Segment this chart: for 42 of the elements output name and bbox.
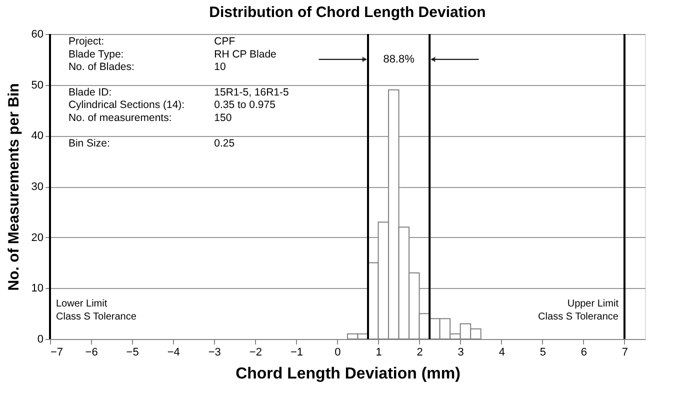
x-axis-title: Chord Length Deviation (mm) <box>236 366 460 382</box>
x-tick-label: 7 <box>622 346 628 358</box>
annotation: 88.8% <box>383 53 415 66</box>
annotation: 150 <box>214 112 232 124</box>
annotation: 10 <box>214 61 226 74</box>
annotation: Blade Type: <box>68 48 124 60</box>
annotation: Bin Size: <box>68 137 110 150</box>
x-tick-label: −4 <box>167 346 180 358</box>
y-axis-title: No. of Measurements per Bin <box>5 83 22 291</box>
y-tick-label: 50 <box>31 79 44 92</box>
annotation: Cylindrical Sections (14): <box>68 99 185 112</box>
ref-line-label: Upper Limit Class S Tolerance <box>538 298 619 322</box>
annotation: 0.25 <box>214 137 235 150</box>
annotation: Blade ID: <box>68 86 112 98</box>
chart-title: Distribution of Chord Length Deviation <box>209 4 486 21</box>
annotation: RH CP Blade <box>214 48 277 60</box>
ref-line-label: Lower Limit Class S Tolerance <box>56 298 137 322</box>
y-tick-label: 60 <box>31 28 44 40</box>
annotation: No. of Blades: <box>68 61 134 74</box>
x-tick-label: 5 <box>540 346 546 358</box>
x-tick-label: −1 <box>290 346 303 358</box>
annotation: No. of measurements: <box>68 112 172 124</box>
x-tick-label: 0 <box>334 346 341 358</box>
x-tick-label: −6 <box>85 346 98 358</box>
x-tick-label: −7 <box>50 346 64 358</box>
x-tick-label: 1 <box>376 346 382 358</box>
y-tick-label: 10 <box>31 282 44 295</box>
annotation: 15R1-5, 16R1-5 <box>214 86 290 98</box>
y-tick-label: 30 <box>31 181 44 193</box>
x-tick-label: 2 <box>416 346 423 358</box>
x-tick-label: 4 <box>498 346 505 358</box>
x-tick-label: −3 <box>208 346 221 358</box>
y-tick-label: 20 <box>31 232 44 244</box>
x-tick-label: −2 <box>249 346 262 358</box>
x-tick-label: 3 <box>458 346 464 358</box>
x-tick-label: 6 <box>580 346 588 358</box>
y-tick-label: 0 <box>37 334 44 346</box>
annotation: Project: <box>68 36 104 48</box>
y-tick-label: 40 <box>31 130 44 142</box>
annotation: CPF <box>214 36 236 48</box>
x-tick-label: −5 <box>126 346 139 358</box>
annotation: 0.35 to 0.975 <box>214 99 276 112</box>
